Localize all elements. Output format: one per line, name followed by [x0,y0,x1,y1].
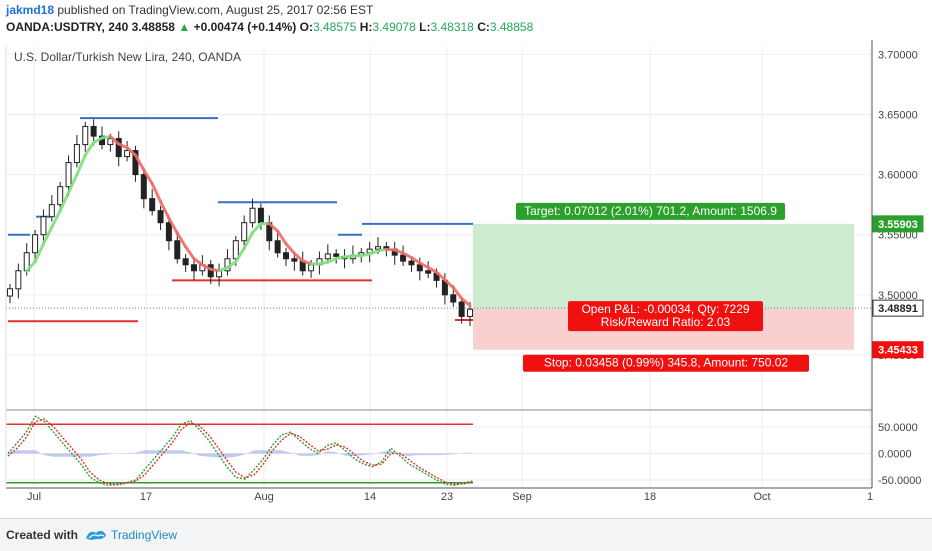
candle-body [141,175,146,199]
candle-body [158,211,163,223]
high-label: H: [360,20,373,34]
osc-y-tick-label: -50.0000 [878,475,921,487]
tradingview-brand[interactable]: TradingView [111,528,177,542]
candle-body [125,151,130,157]
y-tick-label: 3.70000 [878,49,918,61]
target-zone [473,224,854,308]
candle-body [16,271,21,289]
candle-body [166,223,171,241]
candle-body [334,254,339,256]
close-value: 3.48858 [490,20,533,34]
x-tick-label: Jul [27,491,41,503]
candle-body [292,259,297,261]
candle-body [74,145,79,163]
publish-line: jakmd18 published on TradingView.com, Au… [6,3,373,17]
candle-body [49,205,54,217]
candle-body [275,241,280,253]
price-tag-text: 3.48891 [878,303,918,315]
tradingview-logo-icon [84,526,108,542]
candle-body [284,253,289,259]
candle-body [8,289,13,296]
candle-body [58,187,63,205]
stop-label-text: Stop: 0.03458 (0.99%) 345.8, Amount: 750… [544,356,789,370]
x-tick-label: Aug [254,491,274,503]
candle-body [250,208,255,222]
symbol-label: OANDA:USDTRY, 240 [6,20,128,34]
candle-body [409,261,414,265]
candle-body [426,271,431,273]
candle-body [33,235,38,253]
candle-body [325,254,330,259]
last-price: 3.48858 [132,20,175,34]
y-tick-label: 3.65000 [878,110,918,122]
x-tick-label: 23 [441,491,453,503]
candle-body [242,223,247,241]
candle-body [83,127,88,145]
candle-body [150,199,155,211]
low-value: 3.48318 [430,20,473,34]
pnl-label-text: Open P&L: -0.00034, Qty: 7229 [581,302,749,316]
candle-body [451,295,456,302]
author-link[interactable]: jakmd18 [6,3,54,17]
candle-body [258,208,263,222]
price-tag-text: 3.55903 [878,219,918,231]
candle-body [468,309,473,316]
candle-body [41,217,46,235]
close-label: C: [477,20,490,34]
candle-body [401,255,406,261]
pnl-label-text: Risk/Reward Ratio: 2.03 [601,315,731,329]
chart-title: U.S. Dollar/Turkish New Lira, 240, OANDA [14,50,241,64]
candle-body [417,265,422,271]
price-chart[interactable]: 50.0000 0.0000 -50.0000 Jul 17 Aug 14 23 Sep 18 O… [0,40,932,518]
candle-body [459,302,464,316]
candle-body [183,259,188,265]
candle-body [376,247,381,249]
low-label: L: [419,20,430,34]
candle-body [309,265,314,271]
candle-body [192,265,197,271]
osc-y-tick-label: 50.0000 [878,422,918,434]
candle-body [91,127,96,137]
high-value: 3.49078 [372,20,415,34]
ohlc-line: OANDA:USDTRY, 240 3.48858 ▲ +0.00474 (+0… [6,20,533,34]
created-with-text: Created with [6,528,78,542]
x-tick-label: Sep [512,491,532,503]
x-tick-label: Oct [753,491,770,503]
change-value: +0.00474 (+0.14%) [194,20,297,34]
open-value: 3.48575 [313,20,356,34]
osc-y-tick-label: 0.0000 [878,448,912,460]
candle-body [233,241,238,259]
candle-body [175,241,180,259]
x-tick-label: 1 [867,491,873,503]
footer: Created with TradingView [0,518,932,551]
price-tag-text: 3.45433 [878,345,918,357]
target-label-text: Target: 0.07012 (2.01%) 701.2, Amount: 1… [524,204,777,218]
x-tick-label: 18 [644,491,656,503]
candle-body [66,163,71,187]
publish-info: published on TradingView.com, August 25,… [57,3,373,17]
open-label: O: [300,20,313,34]
x-tick-label: 17 [140,491,152,503]
y-tick-label: 3.60000 [878,170,918,182]
x-tick-label: 14 [364,491,376,503]
up-arrow-icon: ▲ [178,20,190,34]
